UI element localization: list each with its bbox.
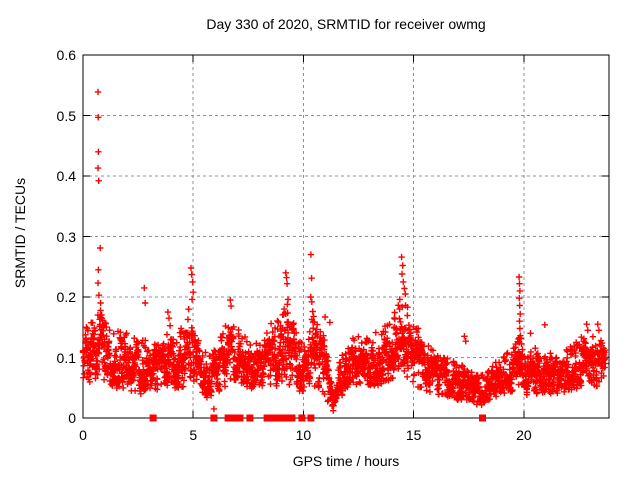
scatter-points xyxy=(79,88,609,414)
y-tick-label: 0.3 xyxy=(56,228,76,245)
y-axis-title: SRMTID / TECUs xyxy=(12,177,28,289)
y-tick-label: 0.6 xyxy=(56,47,76,63)
y-tick-label: 0.1 xyxy=(56,349,76,366)
x-tick-label: 20 xyxy=(516,427,532,443)
y-tick-label: 0 xyxy=(68,410,76,426)
y-tick-label: 0.2 xyxy=(56,289,76,305)
x-tick-label: 10 xyxy=(295,427,312,443)
x-tick-label: 0 xyxy=(79,427,87,443)
y-tick-label: 0.5 xyxy=(56,107,76,124)
x-tick-label: 5 xyxy=(189,427,198,443)
zero-markers xyxy=(149,414,486,422)
chart-title: Day 330 of 2020, SRMTID for receiver owm… xyxy=(206,16,486,32)
y-tick-label: 0.4 xyxy=(56,168,76,184)
x-axis-title: GPS time / hours xyxy=(292,453,400,469)
x-tick-label: 15 xyxy=(405,427,422,443)
